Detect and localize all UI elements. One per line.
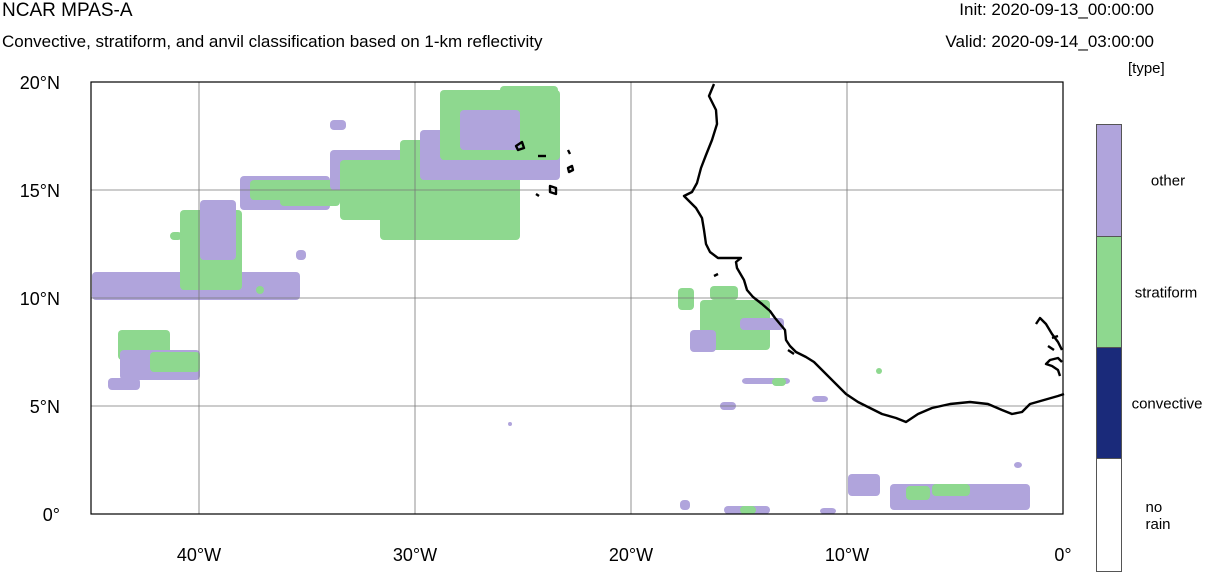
legend-swatch-other xyxy=(1097,125,1121,236)
stratiform-area xyxy=(678,288,694,310)
cape-verde-fogo xyxy=(535,193,540,197)
other-area xyxy=(848,474,880,496)
other-area xyxy=(820,508,836,514)
legend-swatch-no-rain xyxy=(1097,458,1121,569)
legend-swatch-convective xyxy=(1097,347,1121,458)
gambia-island xyxy=(713,272,719,278)
legend-units: [type] xyxy=(1128,60,1165,77)
stratiform-area xyxy=(700,300,770,350)
other-area xyxy=(296,250,306,260)
stratiform-area xyxy=(280,184,340,206)
stratiform-area xyxy=(150,352,200,372)
cape-verde-boa-vista xyxy=(566,164,575,174)
other-area xyxy=(108,378,140,390)
other-area xyxy=(812,396,828,402)
other-area xyxy=(1014,462,1022,468)
x-tick-label: 20°W xyxy=(609,545,653,565)
stratiform-area xyxy=(772,378,786,386)
stratiform-area xyxy=(256,286,264,294)
legend-label-convective: convective xyxy=(1131,395,1203,413)
map-title: NCAR MPAS-A xyxy=(2,0,133,21)
other-area xyxy=(740,318,784,330)
cape-verde-santo-antao xyxy=(514,140,526,152)
bijagos-islands xyxy=(1035,316,1064,351)
category-legend xyxy=(1096,124,1122,572)
valid-time: Valid: 2020-09-14_03:00:00 xyxy=(945,32,1154,51)
x-tick-label: 10°W xyxy=(825,545,869,565)
other-area xyxy=(200,200,236,260)
legend-label-no-rain: no rain xyxy=(1145,499,1171,533)
legend-label-other: other xyxy=(1150,172,1186,190)
africa-coast-east xyxy=(1044,356,1063,377)
legend-swatch-stratiform xyxy=(1097,236,1121,347)
axis-labels: 40°W 30°W 20°W 10°W 0° 20°N 15°N 10°N 5°N 0° xyxy=(20,73,1072,565)
y-tick-label: 15°N xyxy=(20,181,60,201)
map-frame xyxy=(90,81,1064,515)
x-tick-label: 30°W xyxy=(393,545,437,565)
cape-verde-santiago xyxy=(548,184,558,196)
guinea-bissau-coast-1 xyxy=(787,349,795,355)
stratiform-area xyxy=(710,286,738,300)
stratiform-area xyxy=(906,486,930,500)
x-tick-label: 0° xyxy=(1054,545,1071,565)
graticule xyxy=(91,82,1063,514)
map-subtitle: Convective, stratiform, and anvil classi… xyxy=(2,32,543,51)
other-area xyxy=(680,500,690,510)
stratiform-area xyxy=(170,232,182,240)
y-tick-label: 10°N xyxy=(20,289,60,309)
x-tick-label: 40°W xyxy=(177,545,221,565)
other-area xyxy=(236,290,244,300)
y-tick-label: 20°N xyxy=(20,73,60,93)
y-tick-label: 0° xyxy=(43,505,60,525)
other-area xyxy=(460,110,520,150)
cape-verde-sal xyxy=(566,149,572,155)
stratiform-area xyxy=(876,368,882,374)
other-area xyxy=(508,422,512,426)
precip-classification-layer xyxy=(92,86,1030,514)
other-area xyxy=(330,120,346,130)
init-time: Init: 2020-09-13_00:00:00 xyxy=(959,0,1154,19)
africa-west-coast xyxy=(682,83,1065,424)
stratiform-area xyxy=(932,484,970,496)
y-tick-label: 5°N xyxy=(30,397,60,417)
coastline xyxy=(514,83,1065,424)
other-area xyxy=(690,330,716,352)
legend-label-stratiform: stratiform xyxy=(1134,284,1198,302)
stratiform-area xyxy=(740,506,756,514)
